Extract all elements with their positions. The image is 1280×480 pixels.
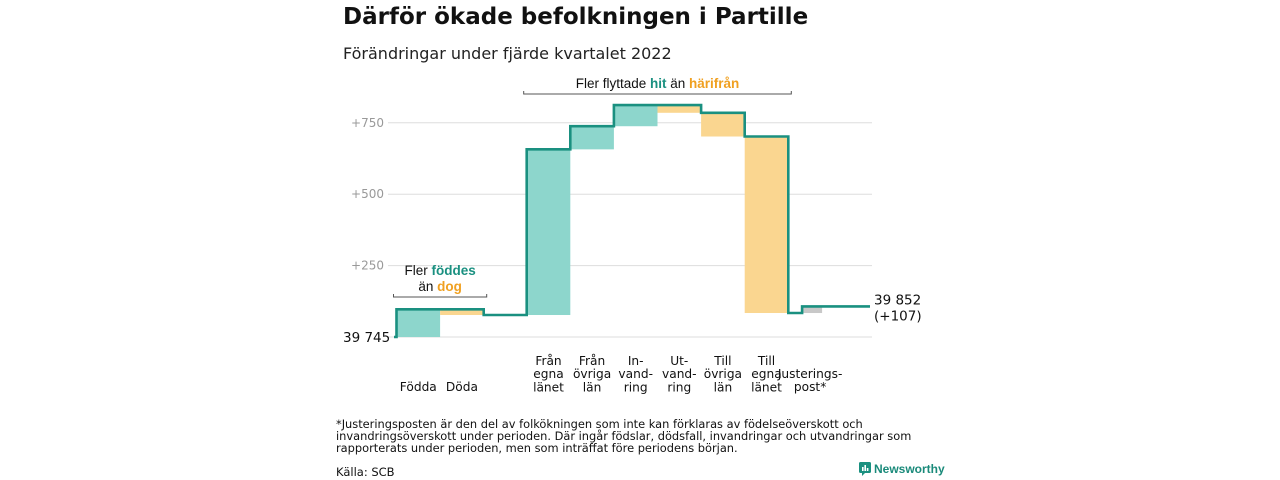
bar-5 [657,105,702,113]
y-tick-label-2: +750 [351,116,384,130]
x-category-label-4: In-vand-ring [618,354,653,394]
cumulative-step-line [394,103,870,339]
x-category-label-7: Till egna länet [751,354,782,394]
bar-1 [440,309,484,316]
start-value-label: 39 745 [343,330,390,346]
chart-subtitle: Förändringar under fjärde kvartalet 2022 [343,44,672,63]
x-category-label-5: Ut-vand-ring [662,354,697,394]
annotation-bracket-1 [523,91,792,95]
bar-0 [396,309,441,337]
bar-8 [802,306,823,314]
chart-title: Därför ökade befolkningen i Partille [343,4,809,30]
end-change-label: (+107) [874,308,922,324]
bar-6 [701,112,745,137]
brand-name: Newsworthy [874,462,945,476]
bar-4 [613,105,658,127]
annotation-1-line-0: Fler flyttade hit än härifrån [576,76,740,91]
waterfall-chart: +250 +500 +750 39 745 39 852(+107) Födda Döda F… [343,76,922,394]
bar-7 [744,136,789,314]
annotation-bracket-0 [393,294,488,298]
annotation-0-line-1: än dog [418,279,462,294]
footnote: *Justeringsposten är den del av folkökni… [336,417,912,455]
x-category-label-6: Till övriga län [704,354,742,394]
y-tick-label-1: +500 [351,187,384,201]
brand-logo: Newsworthy [859,462,945,476]
x-category-label-3: Från övriga län [573,354,611,394]
annotation-0-line-0: Fler föddes [404,263,475,278]
y-tick-label-0: +250 [351,259,384,273]
x-category-label-2: Från egna länet [533,354,564,394]
newsworthy-logo-icon [859,462,871,476]
bar-2 [526,149,571,316]
bar-3 [570,126,614,150]
x-category-label-8: Justerings-post* [777,367,843,394]
x-category-label-0: Födda [400,380,437,394]
end-value-label: 39 852 [874,292,921,308]
source-note: Källa: SCB [336,465,395,479]
x-category-label-1: Döda [446,380,478,394]
